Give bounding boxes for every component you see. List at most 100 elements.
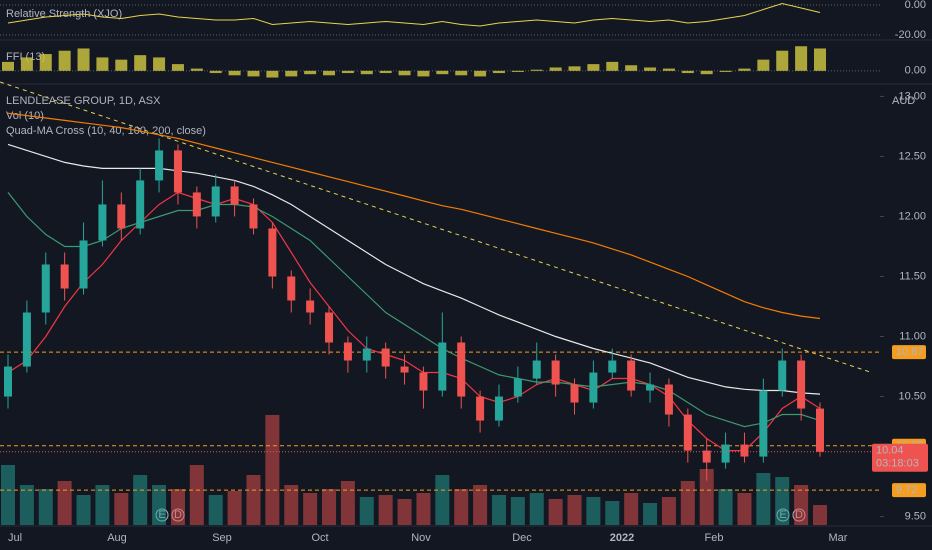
x-tick-label: Aug xyxy=(107,532,127,544)
volume-bar xyxy=(567,495,582,525)
volume-bar xyxy=(114,493,129,525)
ffi-bar xyxy=(795,46,808,71)
volume-bar xyxy=(737,493,752,525)
volume-bar xyxy=(416,493,431,525)
volume-bar xyxy=(775,477,790,525)
volume-bar xyxy=(661,497,676,525)
volume-bar xyxy=(680,481,695,525)
volume-bar xyxy=(491,495,506,525)
ffi-bar xyxy=(96,57,109,71)
candle-body xyxy=(778,360,787,391)
last-price-tag xyxy=(872,443,928,472)
y-tick-label: 0.00 xyxy=(905,65,926,77)
ffi-bar xyxy=(171,64,184,71)
countdown: 03:18:03 xyxy=(876,458,919,470)
ffi-bar xyxy=(153,57,166,71)
candle-body xyxy=(589,372,598,403)
candle-body xyxy=(721,444,730,463)
ffi-bar xyxy=(492,70,505,74)
volume-bar xyxy=(57,481,72,525)
ffi-bar xyxy=(587,64,600,71)
candle-body xyxy=(494,396,503,421)
volume-bar xyxy=(718,489,733,525)
volume-bar xyxy=(152,485,167,525)
candle-body xyxy=(400,366,409,373)
candle-body xyxy=(306,300,315,313)
candle-body xyxy=(570,384,579,403)
volume-bar xyxy=(265,415,280,525)
ffi-bar xyxy=(323,70,336,76)
moving-average xyxy=(7,112,821,320)
candle-body xyxy=(476,396,485,421)
candle-body xyxy=(287,276,296,301)
volume-bar xyxy=(397,499,412,525)
candle-body xyxy=(117,204,126,229)
volume-bar xyxy=(322,489,337,525)
trend-line xyxy=(0,81,871,373)
candle-body xyxy=(230,186,239,205)
ffi-bar xyxy=(209,70,222,74)
ffi-bar xyxy=(625,65,638,71)
candle-body xyxy=(155,150,164,181)
candle-body xyxy=(41,264,50,313)
ffi-bar xyxy=(77,48,90,71)
ffi-bar xyxy=(341,70,354,74)
candle-body xyxy=(816,408,824,452)
candle-body xyxy=(325,312,334,343)
candle-body xyxy=(362,348,371,361)
y-tick-label: 13.00 xyxy=(898,90,926,102)
ffi-bar xyxy=(190,68,203,71)
ffi-bar xyxy=(247,70,260,77)
ffi-bar xyxy=(2,61,14,71)
candle-body xyxy=(419,372,428,391)
volume-bar xyxy=(473,485,488,525)
ffi-bar xyxy=(700,70,713,75)
x-tick-label: 2022 xyxy=(610,532,634,544)
candle-body xyxy=(4,366,12,397)
level-tag xyxy=(892,483,926,498)
candle-body xyxy=(532,360,541,379)
candle-body xyxy=(192,192,201,217)
pane-title: FFI (13) xyxy=(6,51,45,63)
ffi-bar xyxy=(549,67,562,71)
y-tick-label: 0.00 xyxy=(905,0,926,11)
y-tick-label: 10.50 xyxy=(898,390,926,402)
x-tick-label: Mar xyxy=(829,532,848,544)
ffi-bar xyxy=(776,50,789,71)
candle-body xyxy=(211,186,220,217)
ffi-bar xyxy=(360,70,373,75)
chart-title: LENDLEASE GROUP, 1D, ASX xyxy=(6,95,161,107)
volume-bar xyxy=(76,495,91,525)
ffi-bar xyxy=(39,54,52,71)
candle-body xyxy=(98,204,107,241)
candle-body xyxy=(79,240,88,289)
volume-bar xyxy=(1,465,15,525)
ffi-bar xyxy=(134,55,147,71)
ffi-bar xyxy=(304,70,317,75)
ffi-bar xyxy=(285,70,298,77)
volume-bar xyxy=(170,489,185,525)
y-tick-label: 12.50 xyxy=(898,150,926,162)
volume-bar xyxy=(813,505,827,525)
volume-bar xyxy=(38,489,53,525)
volume-bar xyxy=(303,493,318,525)
level-label: 9.72 xyxy=(896,484,917,496)
candle-body xyxy=(759,390,768,457)
volume-bar xyxy=(586,497,601,525)
candle-body xyxy=(136,180,145,229)
volume-bar xyxy=(643,503,658,525)
volume-bar xyxy=(189,465,204,525)
candle-body xyxy=(457,342,466,397)
ffi-bar xyxy=(379,70,392,74)
ffi-bar xyxy=(398,70,411,76)
ffi-bar xyxy=(814,48,826,71)
candle-body xyxy=(438,342,447,391)
volume-bar xyxy=(454,489,469,525)
volume-bar xyxy=(699,469,714,525)
candle-body xyxy=(381,348,390,367)
ffi-bar xyxy=(20,57,33,71)
x-tick-label: Jul xyxy=(8,532,22,544)
